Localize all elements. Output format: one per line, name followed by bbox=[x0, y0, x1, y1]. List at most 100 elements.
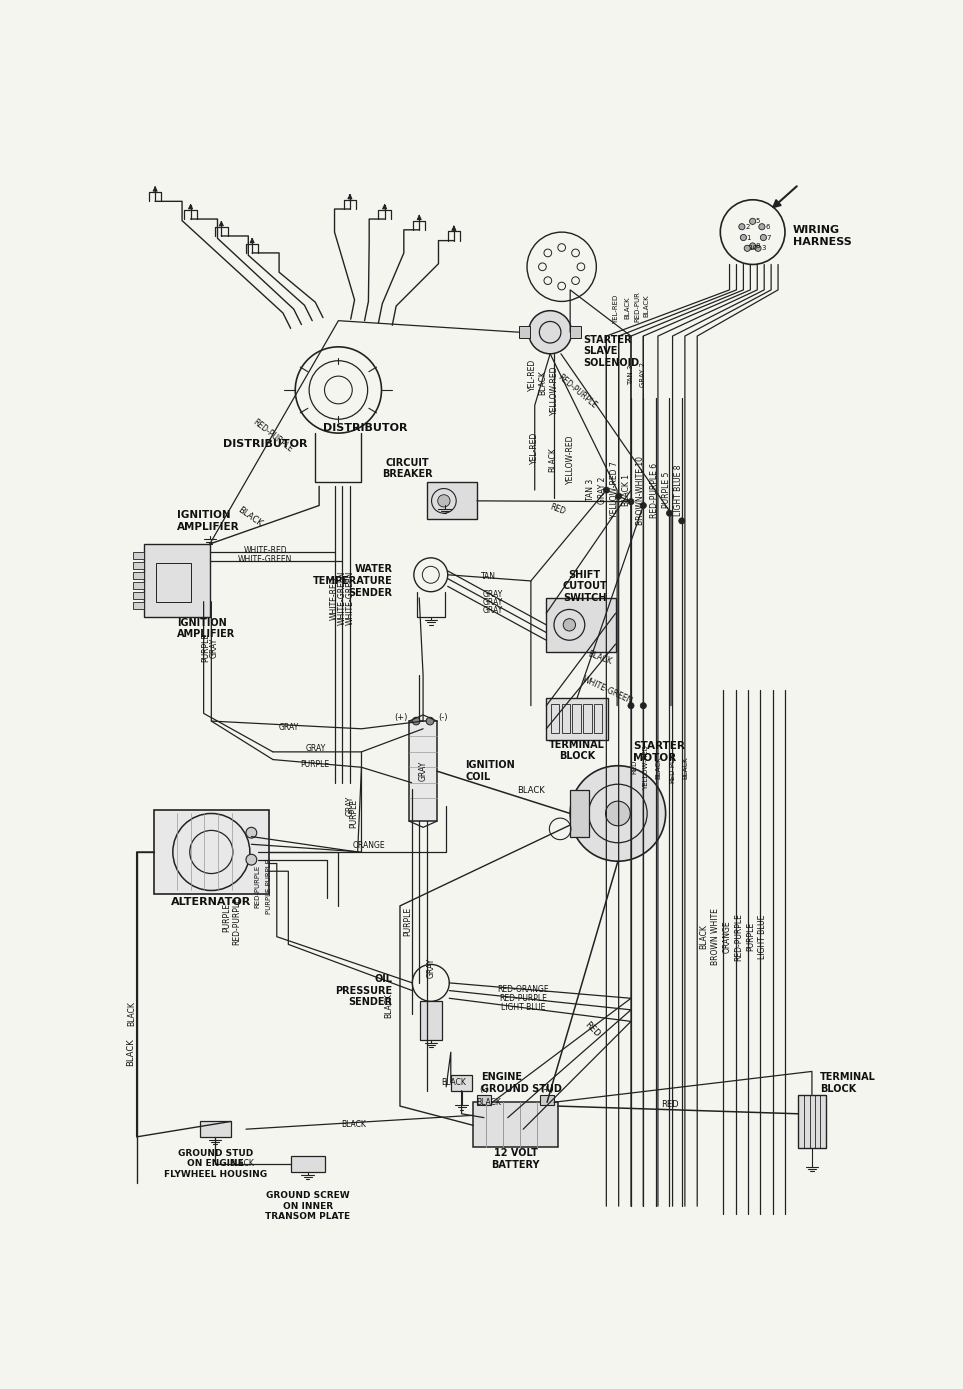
Circle shape bbox=[529, 311, 572, 354]
Circle shape bbox=[666, 510, 672, 517]
Text: YEL-RED: YEL-RED bbox=[528, 358, 537, 390]
Text: DISTRIBUTOR: DISTRIBUTOR bbox=[222, 439, 307, 449]
Text: RED-PUR: RED-PUR bbox=[669, 751, 676, 783]
Bar bbox=[291, 1156, 325, 1171]
Bar bbox=[473, 1103, 558, 1147]
Circle shape bbox=[427, 717, 434, 725]
Bar bbox=[451, 1075, 473, 1090]
Text: PURPLE: PURPLE bbox=[201, 633, 211, 663]
Text: RED: RED bbox=[631, 760, 638, 775]
Text: 7: 7 bbox=[767, 235, 771, 240]
Text: (+): (+) bbox=[394, 713, 407, 722]
Text: YEL-RED: YEL-RED bbox=[531, 432, 539, 464]
Circle shape bbox=[603, 488, 610, 493]
Text: BLACK: BLACK bbox=[643, 294, 649, 317]
Text: WATER
TEMPERATURE
SENDER: WATER TEMPERATURE SENDER bbox=[313, 564, 392, 597]
Bar bbox=[133, 582, 144, 589]
Bar bbox=[156, 563, 191, 601]
Text: CIRCUIT
BREAKER: CIRCUIT BREAKER bbox=[382, 458, 433, 479]
Text: BLACK: BLACK bbox=[699, 924, 708, 949]
Text: YELLOW-RED: YELLOW-RED bbox=[643, 745, 649, 790]
Text: PURPLE: PURPLE bbox=[300, 760, 330, 768]
Circle shape bbox=[679, 518, 685, 524]
Bar bbox=[133, 572, 144, 579]
Bar bbox=[798, 1095, 826, 1149]
Circle shape bbox=[749, 218, 756, 225]
Text: GROUND STUD
ON ENGINE
FLYWHEEL HOUSING: GROUND STUD ON ENGINE FLYWHEEL HOUSING bbox=[164, 1149, 267, 1179]
Bar bbox=[153, 810, 269, 895]
Circle shape bbox=[246, 854, 257, 865]
Bar bbox=[561, 704, 570, 733]
Text: (-): (-) bbox=[438, 713, 448, 722]
Text: (+): (+) bbox=[540, 1085, 554, 1095]
Text: RED-PURPLE: RED-PURPLE bbox=[735, 913, 743, 961]
Text: BLACK: BLACK bbox=[476, 1097, 501, 1107]
Text: 2: 2 bbox=[745, 224, 749, 229]
Bar bbox=[594, 704, 603, 733]
Text: YELLOW-RED 7: YELLOW-RED 7 bbox=[610, 461, 619, 518]
Circle shape bbox=[628, 499, 634, 504]
Bar bbox=[551, 704, 560, 733]
Bar bbox=[570, 790, 589, 836]
Circle shape bbox=[640, 703, 646, 708]
Text: GRAY: GRAY bbox=[427, 957, 435, 978]
Text: 3: 3 bbox=[761, 246, 766, 251]
Text: PURPLE PURPLE: PURPLE PURPLE bbox=[266, 860, 273, 914]
Text: BLACK: BLACK bbox=[230, 1160, 254, 1168]
Text: WHITE-GREEN: WHITE-GREEN bbox=[346, 571, 354, 625]
Bar bbox=[572, 704, 581, 733]
Bar bbox=[199, 1121, 230, 1136]
Text: LIGHT BLUE: LIGHT BLUE bbox=[501, 1003, 545, 1013]
Bar bbox=[427, 482, 477, 519]
Text: TAN 3: TAN 3 bbox=[628, 364, 634, 385]
Text: TERMINAL
BLOCK: TERMINAL BLOCK bbox=[549, 739, 605, 761]
Circle shape bbox=[755, 246, 761, 251]
Text: GRAY: GRAY bbox=[482, 606, 503, 615]
Text: GRAY: GRAY bbox=[346, 796, 354, 815]
Text: RED-PURPLE: RED-PURPLE bbox=[251, 418, 295, 454]
Text: BROWN-WHITE 10: BROWN-WHITE 10 bbox=[636, 456, 645, 525]
Bar bbox=[133, 592, 144, 600]
Circle shape bbox=[640, 503, 646, 508]
Text: BLACK: BLACK bbox=[126, 1039, 135, 1065]
Text: LIGHT BLUE 8: LIGHT BLUE 8 bbox=[674, 464, 683, 515]
Text: PURPLE: PURPLE bbox=[403, 907, 412, 936]
Text: BLACK: BLACK bbox=[624, 296, 630, 319]
Text: BLACK: BLACK bbox=[441, 1078, 466, 1088]
Text: BLACK: BLACK bbox=[538, 369, 548, 394]
Text: GRAY: GRAY bbox=[209, 638, 219, 658]
Text: PURPLE: PURPLE bbox=[746, 922, 755, 951]
Circle shape bbox=[739, 224, 745, 229]
Text: STARTER
MOTOR: STARTER MOTOR bbox=[634, 742, 685, 763]
Text: BLACK: BLACK bbox=[384, 993, 393, 1018]
Text: BLACK: BLACK bbox=[587, 650, 613, 667]
Bar bbox=[477, 1095, 491, 1106]
Circle shape bbox=[438, 494, 450, 507]
Text: BLACK: BLACK bbox=[127, 1001, 137, 1026]
Text: PURPLE: PURPLE bbox=[350, 799, 358, 828]
Text: GRAY: GRAY bbox=[305, 745, 325, 753]
Text: 12 VOLT
BATTERY: 12 VOLT BATTERY bbox=[491, 1149, 539, 1170]
Text: 5: 5 bbox=[756, 218, 760, 225]
Text: GRAY: GRAY bbox=[482, 590, 503, 599]
Text: ENGINE
GROUND STUD: ENGINE GROUND STUD bbox=[481, 1072, 561, 1093]
Text: ORANGE: ORANGE bbox=[352, 842, 385, 850]
Text: BLACK 1: BLACK 1 bbox=[622, 474, 631, 506]
Text: STARTER
SLAVE
SOLENOID: STARTER SLAVE SOLENOID bbox=[584, 335, 639, 368]
Text: 1: 1 bbox=[746, 235, 751, 240]
Text: BLACK: BLACK bbox=[236, 506, 264, 529]
Text: WHITE-GREEN: WHITE-GREEN bbox=[582, 675, 635, 706]
Bar bbox=[570, 326, 581, 339]
Bar bbox=[540, 1095, 554, 1106]
Text: RED: RED bbox=[583, 1020, 602, 1039]
Bar bbox=[546, 597, 615, 651]
Text: BLACK: BLACK bbox=[548, 447, 557, 472]
Circle shape bbox=[744, 246, 750, 251]
Text: YELLOW-RED: YELLOW-RED bbox=[565, 435, 575, 483]
Text: PURPLE 5: PURPLE 5 bbox=[662, 472, 671, 508]
Circle shape bbox=[412, 717, 420, 725]
Circle shape bbox=[606, 801, 630, 826]
Circle shape bbox=[563, 618, 576, 631]
Bar bbox=[133, 601, 144, 610]
Text: GRAY 2: GRAY 2 bbox=[640, 363, 646, 388]
